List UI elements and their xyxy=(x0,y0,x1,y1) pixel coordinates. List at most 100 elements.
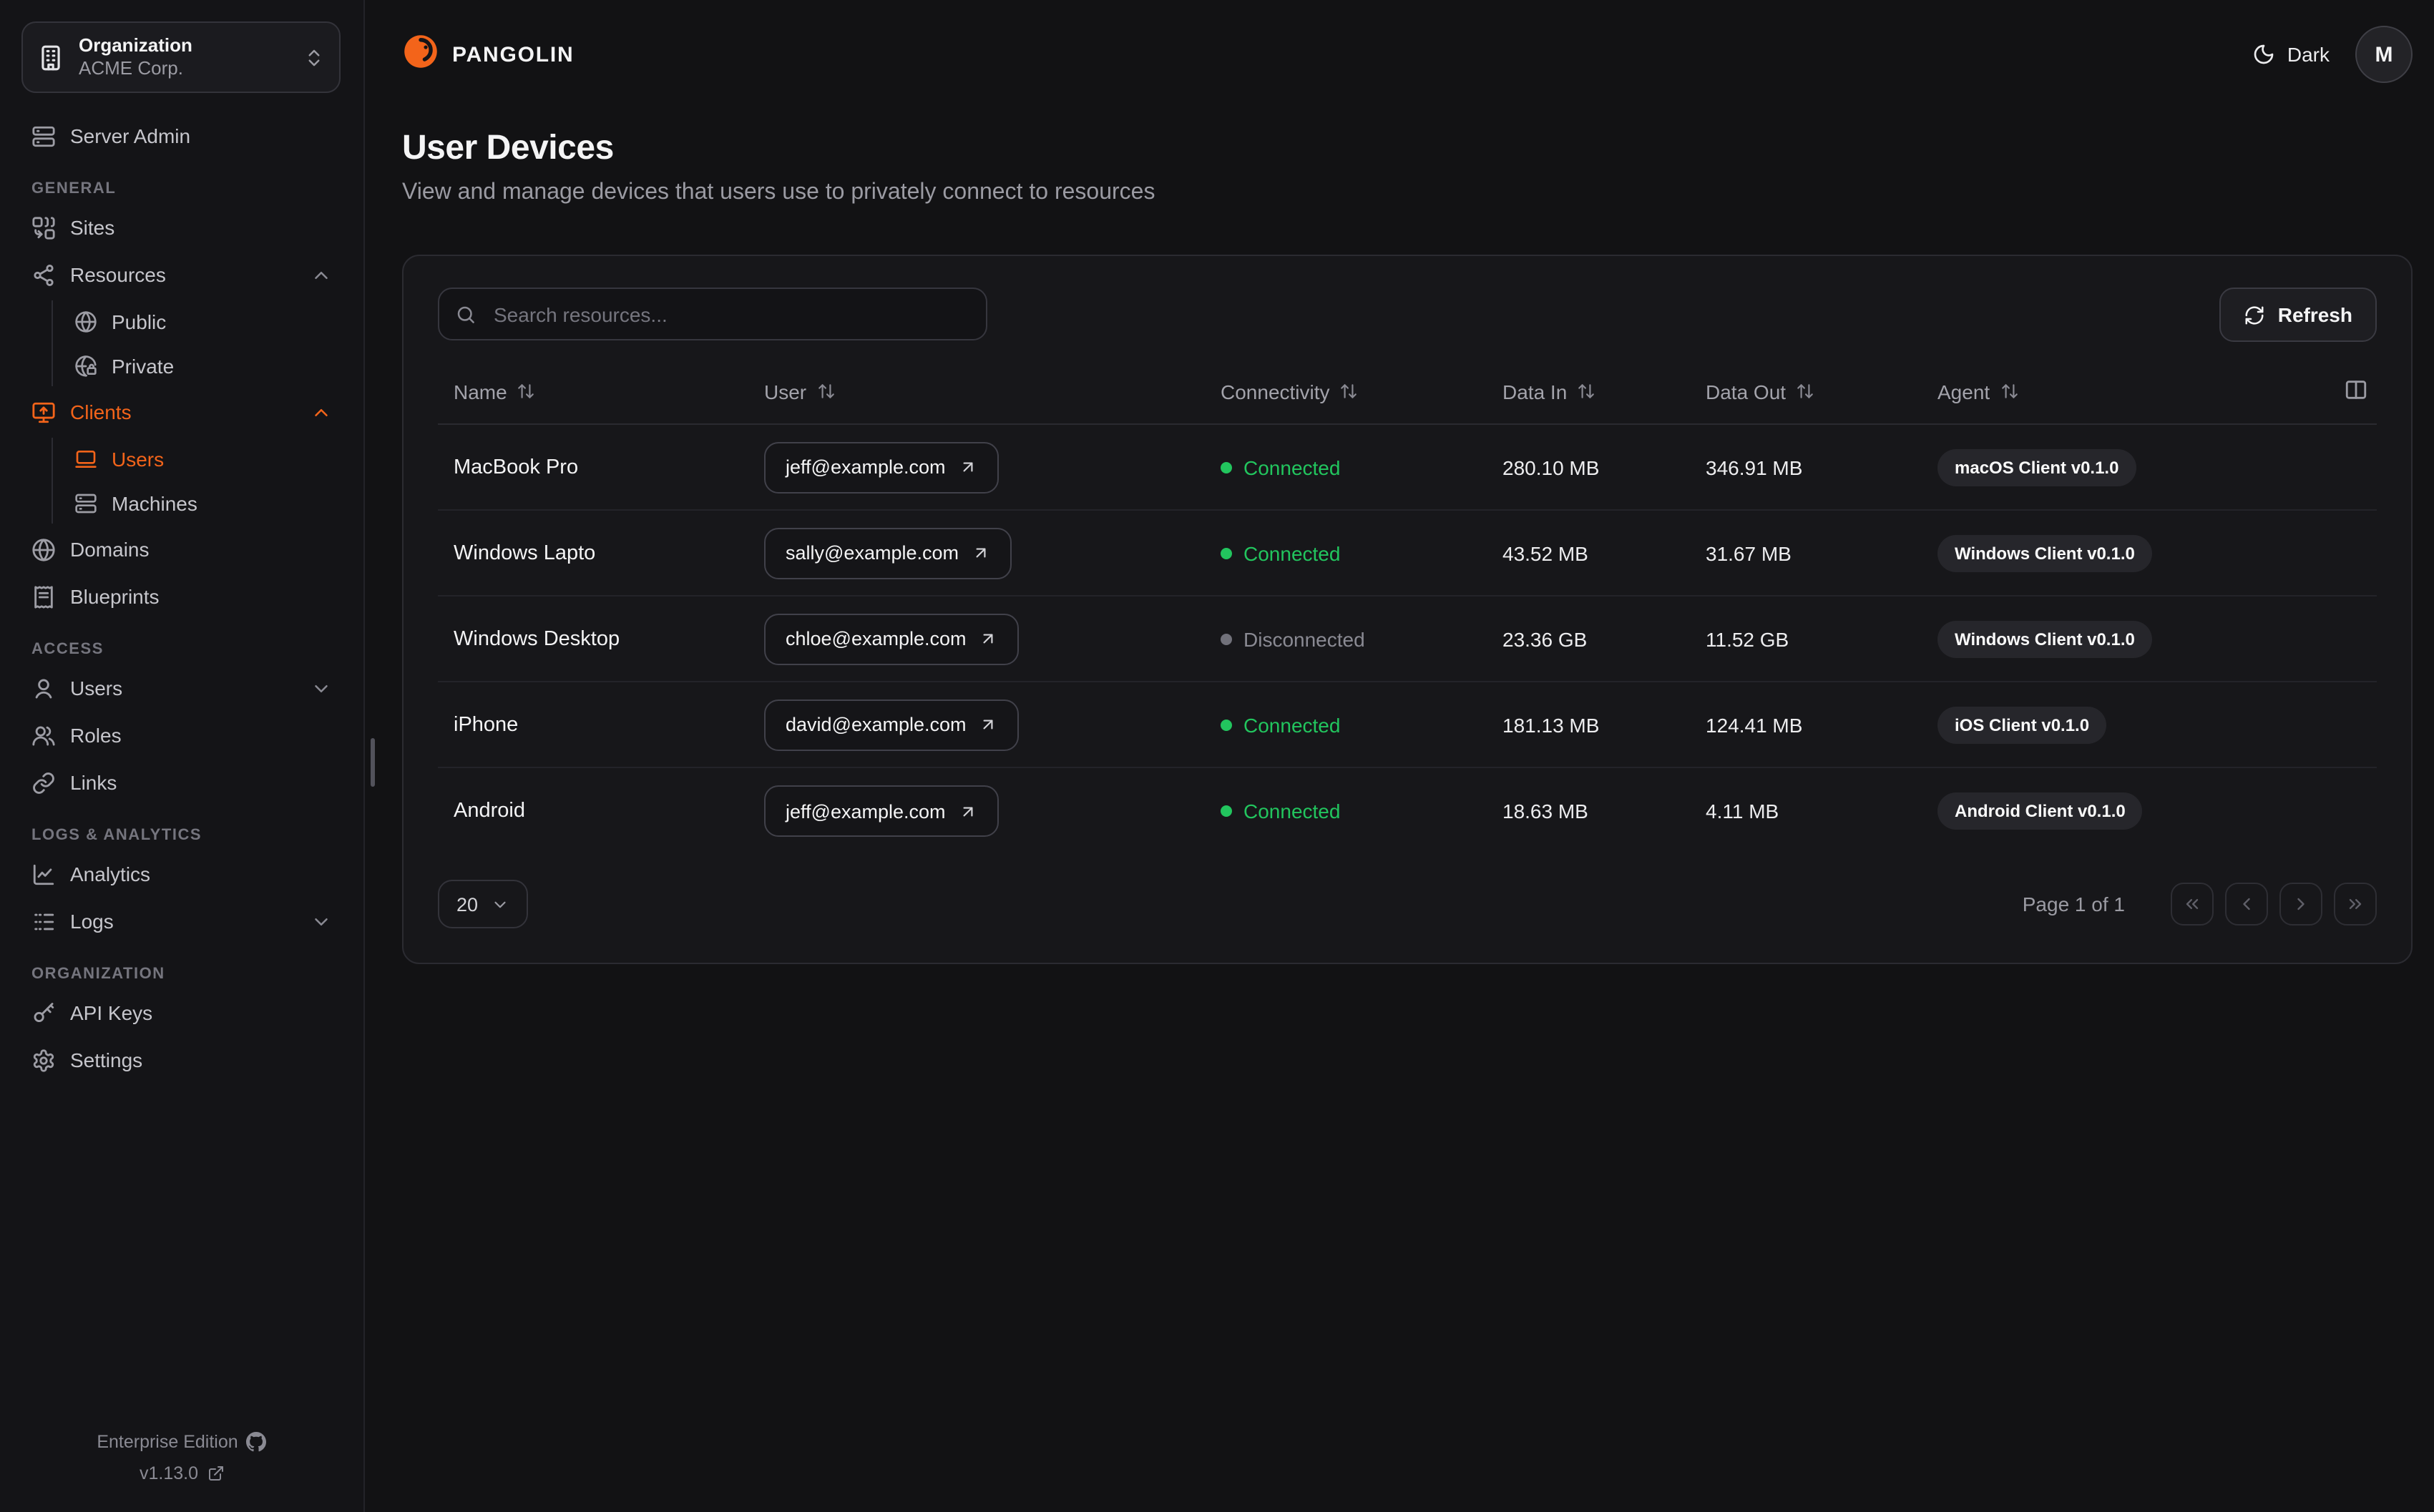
sidebar-item-api-keys[interactable]: API Keys xyxy=(20,991,343,1034)
device-name-cell: Android xyxy=(454,800,525,823)
arrow-up-down-icon xyxy=(2000,382,2018,401)
connectivity-cell: Connected xyxy=(1205,713,1487,736)
sidebar-item-server-admin[interactable]: Server Admin xyxy=(20,114,343,157)
arrow-up-right-icon xyxy=(959,802,977,820)
sidebar-item-links[interactable]: Links xyxy=(20,761,343,804)
version-link[interactable]: v1.13.0 xyxy=(0,1458,363,1489)
sidebar-item-public[interactable]: Public xyxy=(63,300,343,342)
column-header-connectivity[interactable]: Connectivity xyxy=(1205,380,1487,403)
user-cell: jeff@example.com xyxy=(748,785,1205,837)
connectivity-label: Connected xyxy=(1243,456,1341,478)
sidebar-item-roles[interactable]: Roles xyxy=(20,714,343,757)
user-link-button[interactable]: david@example.com xyxy=(764,699,1020,750)
column-header-data-out[interactable]: Data Out xyxy=(1690,380,1922,403)
column-header-agent[interactable]: Agent xyxy=(1922,380,2377,403)
sidebar-item-resources[interactable]: Resources xyxy=(20,253,343,296)
laptop-icon xyxy=(74,447,97,470)
sidebar-resize-handle[interactable] xyxy=(371,738,375,787)
data-in-cell: 23.36 GB xyxy=(1502,627,1588,650)
user-link-button[interactable]: jeff@example.com xyxy=(764,441,999,493)
column-header-user[interactable]: User xyxy=(748,380,1205,403)
external-link-icon xyxy=(207,1465,224,1482)
sidebar-item-blueprints[interactable]: Blueprints xyxy=(20,575,343,618)
user-link-button[interactable]: chloe@example.com xyxy=(764,613,1020,664)
chevrons-up-down-icon xyxy=(303,46,325,68)
last-page-button[interactable] xyxy=(2334,883,2377,926)
columns-toggle-button[interactable] xyxy=(2338,371,2374,411)
status-dot xyxy=(1221,805,1232,817)
sidebar-item-logs[interactable]: Logs xyxy=(20,900,343,943)
arrow-up-down-icon xyxy=(1340,382,1359,401)
key-icon xyxy=(31,1001,56,1025)
sidebar-item-machines[interactable]: Machines xyxy=(63,482,343,524)
arrow-up-down-icon xyxy=(1577,382,1595,401)
globe-icon xyxy=(74,310,97,333)
page-size-select[interactable]: 20 xyxy=(438,880,529,928)
sidebar-item-sites[interactable]: Sites xyxy=(20,206,343,249)
globe-icon xyxy=(31,537,56,561)
user-cell: chloe@example.com xyxy=(748,613,1205,664)
brand[interactable]: PANGOLIN xyxy=(402,32,575,77)
status-dot xyxy=(1221,633,1232,644)
chevron-up-icon xyxy=(311,264,332,285)
theme-toggle-label: Dark xyxy=(2287,43,2330,66)
agent-badge: iOS Client v0.1.0 xyxy=(1937,706,2107,743)
arrow-up-down-icon xyxy=(517,382,536,401)
page-title: User Devices xyxy=(402,129,614,167)
refresh-button[interactable]: Refresh xyxy=(2219,288,2377,342)
sidebar-item-domains[interactable]: Domains xyxy=(20,528,343,571)
status-dot xyxy=(1221,461,1232,473)
org-switcher[interactable]: Organization ACME Corp. xyxy=(21,21,341,93)
sidebar-section-label: ACCESS xyxy=(31,641,104,658)
first-page-button[interactable] xyxy=(2171,883,2214,926)
chevron-down-icon xyxy=(491,895,509,913)
agent-cell: Android Client v0.1.0 xyxy=(1922,792,2377,830)
receipt-icon xyxy=(31,584,56,609)
avatar[interactable]: M xyxy=(2355,26,2413,83)
moon-icon xyxy=(2253,43,2276,66)
main-content: PANGOLIN Dark M User Devices View and ma… xyxy=(365,0,2434,1512)
arrow-up-down-icon xyxy=(816,382,835,401)
sidebar-item-users[interactable]: Users xyxy=(63,438,343,479)
user-cell: sally@example.com xyxy=(748,527,1205,579)
resources-icon xyxy=(31,262,56,287)
sidebar-item-users[interactable]: Users xyxy=(20,667,343,710)
edition-link[interactable]: Enterprise Edition xyxy=(0,1426,363,1458)
agent-cell: Windows Client v0.1.0 xyxy=(1922,534,2377,571)
sidebar-footer: Enterprise Edition v1.13.0 xyxy=(0,1412,363,1512)
theme-toggle[interactable]: Dark xyxy=(2253,43,2330,66)
sidebar-item-label: API Keys xyxy=(70,1001,153,1024)
agent-cell: iOS Client v0.1.0 xyxy=(1922,706,2377,743)
version-label: v1.13.0 xyxy=(139,1463,198,1483)
search-input[interactable] xyxy=(438,288,987,340)
column-header-data-in[interactable]: Data In xyxy=(1487,380,1690,403)
sidebar-item-settings[interactable]: Settings xyxy=(20,1039,343,1081)
sidebar-item-label: Logs xyxy=(70,910,114,933)
data-out-cell: 346.91 MB xyxy=(1706,456,1803,478)
data-out-cell: 31.67 MB xyxy=(1706,541,1792,564)
sidebar-item-label: Users xyxy=(70,677,123,699)
github-icon xyxy=(246,1432,267,1452)
sidebar-section-label: LOGS & ANALYTICS xyxy=(31,827,202,844)
sites-icon xyxy=(31,215,56,240)
sidebar-item-clients[interactable]: Clients xyxy=(20,391,343,433)
sidebar-item-label: Server Admin xyxy=(70,124,191,147)
org-switcher-text: Organization ACME Corp. xyxy=(79,34,289,80)
previous-page-button[interactable] xyxy=(2225,883,2268,926)
sidebar-item-label: Blueprints xyxy=(70,585,160,608)
table-row: MacBook Pro jeff@example.com Connected 280.… xyxy=(438,425,2377,511)
page-size-value: 20 xyxy=(456,893,479,915)
sidebar-item-analytics[interactable]: Analytics xyxy=(20,853,343,895)
chevron-up-icon xyxy=(311,401,332,423)
sidebar-section-label: GENERAL xyxy=(31,180,117,197)
next-page-button[interactable] xyxy=(2279,883,2322,926)
user-link-button[interactable]: jeff@example.com xyxy=(764,785,999,837)
user-link-button[interactable]: sally@example.com xyxy=(764,527,1012,579)
column-header-name[interactable]: Name xyxy=(438,380,748,403)
connectivity-cell: Connected xyxy=(1205,800,1487,823)
data-out-cell: 11.52 GB xyxy=(1706,627,1789,650)
sidebar-item-private[interactable]: Private xyxy=(63,345,343,386)
arrow-up-right-icon xyxy=(979,629,998,648)
connectivity-cell: Connected xyxy=(1205,456,1487,478)
data-out-cell: 4.11 MB xyxy=(1706,800,1779,823)
